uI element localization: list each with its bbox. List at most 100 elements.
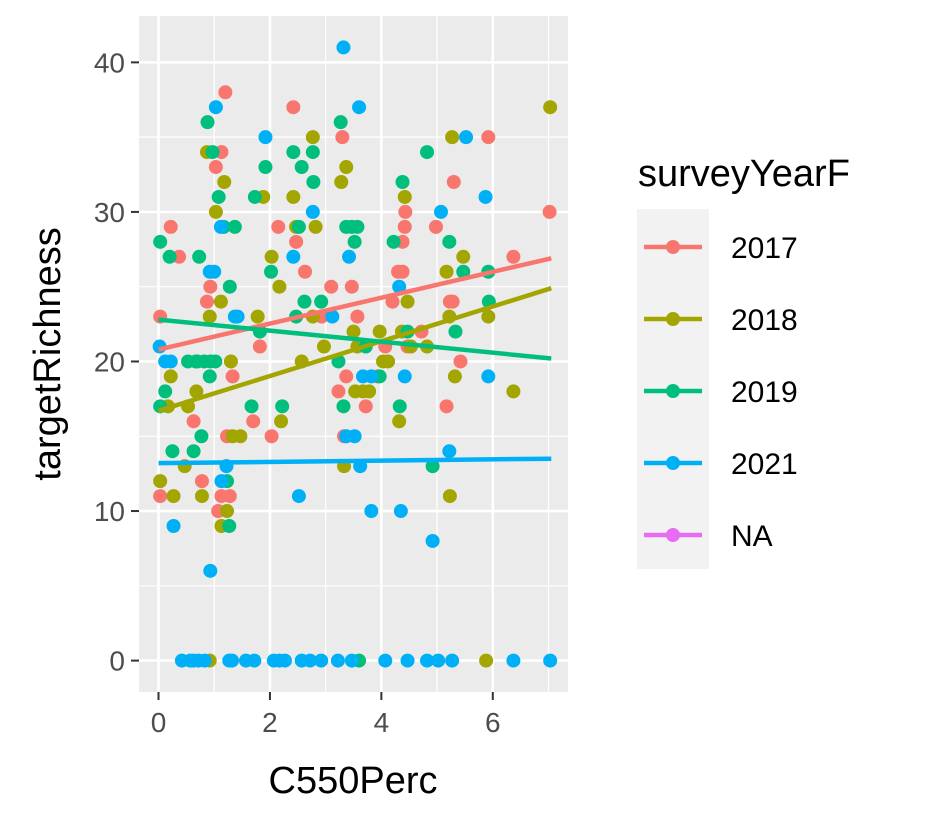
trend-line-2019 <box>158 317 552 361</box>
point-2021 <box>364 369 379 384</box>
point-2021 <box>431 653 446 668</box>
point-2019 <box>442 234 457 249</box>
point-2018 <box>194 489 209 504</box>
point-2021 <box>166 518 181 533</box>
legend: surveyYearF 2017 2018 2019 2021 NA <box>637 153 850 569</box>
legend-key-point-NA <box>666 528 680 542</box>
point-2019 <box>162 249 177 264</box>
point-2017 <box>395 264 410 279</box>
point-2017 <box>453 354 468 369</box>
point-2018 <box>163 369 178 384</box>
point-2017 <box>208 160 223 175</box>
point-2017 <box>199 294 214 309</box>
point-2018 <box>439 264 454 279</box>
point-2018 <box>442 489 457 504</box>
point-2021 <box>481 369 496 384</box>
point-2017 <box>203 279 218 294</box>
point-2021 <box>330 653 345 668</box>
point-2021 <box>344 653 359 668</box>
x-tick-label: 6 <box>485 707 501 738</box>
point-2021 <box>445 653 460 668</box>
point-2021 <box>203 563 218 578</box>
point-2018 <box>189 384 204 399</box>
point-2019 <box>192 249 207 264</box>
trend-line-2021 <box>158 456 552 466</box>
point-2018 <box>456 249 471 264</box>
point-2018 <box>202 309 217 324</box>
point-2017 <box>481 130 496 145</box>
point-2017 <box>222 489 237 504</box>
point-2018 <box>316 339 331 354</box>
point-2021 <box>214 474 229 489</box>
point-2019 <box>314 294 329 309</box>
point-2019 <box>244 399 259 414</box>
point-2018 <box>543 100 558 115</box>
point-2021 <box>247 653 262 668</box>
y-axis-title: targetRichness <box>27 227 69 480</box>
point-2021 <box>258 130 273 145</box>
legend-key-point-2019 <box>666 384 680 398</box>
point-2019 <box>264 264 279 279</box>
point-2017 <box>339 369 354 384</box>
legend-key-point-2018 <box>666 312 680 326</box>
point-2018 <box>400 294 415 309</box>
point-2019 <box>347 234 362 249</box>
point-2021 <box>225 653 240 668</box>
point-2019 <box>202 369 217 384</box>
point-2021 <box>543 653 558 668</box>
point-2019 <box>247 189 262 204</box>
legend-label-NA: NA <box>731 520 773 553</box>
point-2018 <box>381 354 396 369</box>
point-2019 <box>333 115 348 130</box>
point-2018 <box>213 294 228 309</box>
point-2021 <box>208 100 223 115</box>
point-2021 <box>425 533 440 548</box>
point-2017 <box>358 399 373 414</box>
point-2019 <box>222 279 237 294</box>
legend-label-2017: 2017 <box>731 232 798 265</box>
point-2021 <box>230 309 245 324</box>
point-2019 <box>305 145 320 160</box>
point-2017 <box>331 384 346 399</box>
point-2021 <box>393 504 408 519</box>
point-2018 <box>362 384 377 399</box>
point-2018 <box>274 414 289 429</box>
point-2021 <box>433 204 448 219</box>
point-2021 <box>347 429 362 444</box>
point-2018 <box>220 504 235 519</box>
point-2018 <box>447 369 462 384</box>
point-2018 <box>223 354 238 369</box>
point-2017 <box>163 219 178 234</box>
point-2021 <box>442 444 457 459</box>
point-2021 <box>397 369 412 384</box>
point-2021 <box>286 249 301 264</box>
point-2018 <box>506 384 521 399</box>
point-2018 <box>392 414 407 429</box>
point-2018 <box>305 130 320 145</box>
point-2017 <box>271 219 286 234</box>
point-2021 <box>506 653 521 668</box>
point-2021 <box>291 489 306 504</box>
point-2021 <box>378 653 393 668</box>
y-tick-label: 0 <box>109 646 125 677</box>
point-2019 <box>205 145 220 160</box>
legend-key-point-2017 <box>666 240 680 254</box>
point-2021 <box>197 653 212 668</box>
point-2019 <box>395 175 410 190</box>
point-2021 <box>420 653 435 668</box>
x-tick-label: 4 <box>374 707 390 738</box>
point-2019 <box>158 384 173 399</box>
x-tick-label: 0 <box>151 707 167 738</box>
point-2018 <box>208 204 223 219</box>
point-2019 <box>194 429 209 444</box>
point-2018 <box>481 309 496 324</box>
point-2018 <box>479 653 494 668</box>
point-2017 <box>446 175 461 190</box>
point-2017 <box>186 414 201 429</box>
point-2018 <box>153 474 168 489</box>
point-2019 <box>448 324 463 339</box>
point-2017 <box>225 369 240 384</box>
point-2017 <box>506 249 521 264</box>
point-2019 <box>165 444 180 459</box>
